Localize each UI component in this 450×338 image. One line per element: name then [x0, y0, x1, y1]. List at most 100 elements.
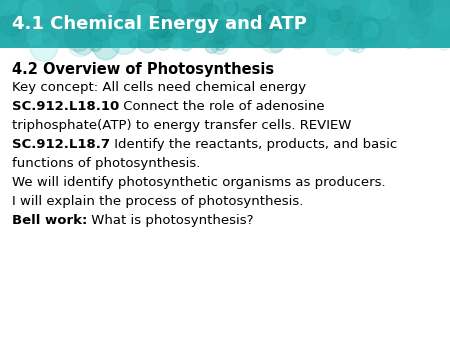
- Circle shape: [270, 13, 276, 19]
- Text: SC.912.L18.10: SC.912.L18.10: [12, 100, 119, 113]
- Circle shape: [0, 0, 10, 18]
- Circle shape: [216, 20, 237, 40]
- Circle shape: [285, 0, 306, 15]
- Circle shape: [136, 0, 159, 13]
- Circle shape: [240, 9, 252, 21]
- Circle shape: [171, 38, 182, 49]
- Circle shape: [108, 11, 118, 22]
- Circle shape: [260, 26, 287, 53]
- Circle shape: [272, 0, 287, 11]
- Circle shape: [153, 26, 170, 44]
- Circle shape: [201, 4, 219, 23]
- Circle shape: [410, 0, 429, 11]
- Circle shape: [311, 7, 337, 33]
- Circle shape: [409, 35, 418, 44]
- Text: functions of photosynthesis.: functions of photosynthesis.: [12, 157, 200, 170]
- Circle shape: [388, 30, 396, 39]
- Text: We will identify photosynthetic organisms as producers.: We will identify photosynthetic organism…: [12, 176, 386, 189]
- Circle shape: [180, 39, 193, 51]
- Text: triphosphate(ATP) to energy transfer cells. REVIEW: triphosphate(ATP) to energy transfer cel…: [12, 119, 351, 132]
- Circle shape: [171, 0, 188, 8]
- Circle shape: [135, 9, 143, 17]
- Text: SC.912.L18.7: SC.912.L18.7: [12, 138, 110, 151]
- Circle shape: [391, 16, 396, 22]
- Circle shape: [292, 0, 304, 6]
- Text: Key concept: All cells need chemical energy: Key concept: All cells need chemical ene…: [12, 81, 306, 94]
- Circle shape: [155, 34, 171, 50]
- Circle shape: [357, 18, 382, 43]
- Circle shape: [353, 41, 364, 53]
- Circle shape: [185, 0, 212, 17]
- Circle shape: [195, 18, 207, 30]
- Circle shape: [350, 23, 375, 48]
- Circle shape: [329, 24, 346, 40]
- Circle shape: [180, 13, 208, 41]
- Circle shape: [152, 9, 179, 37]
- Circle shape: [246, 20, 272, 47]
- Text: 4.2 Overview of Photosynthesis: 4.2 Overview of Photosynthesis: [12, 62, 274, 77]
- Circle shape: [207, 20, 230, 43]
- Text: What is photosynthesis?: What is photosynthesis?: [87, 214, 254, 227]
- Circle shape: [439, 39, 450, 50]
- Circle shape: [265, 10, 279, 24]
- Circle shape: [144, 18, 159, 33]
- Text: Bell work:: Bell work:: [12, 214, 87, 227]
- Circle shape: [129, 4, 156, 31]
- Circle shape: [30, 0, 58, 18]
- Circle shape: [268, 10, 288, 30]
- Circle shape: [270, 39, 283, 52]
- Circle shape: [216, 41, 225, 50]
- Circle shape: [11, 28, 27, 43]
- Circle shape: [433, 7, 450, 28]
- Text: 4.1 Chemical Energy and ATP: 4.1 Chemical Energy and ATP: [12, 15, 307, 33]
- Text: I will explain the process of photosynthesis.: I will explain the process of photosynth…: [12, 195, 303, 208]
- Circle shape: [410, 0, 433, 18]
- Circle shape: [107, 25, 115, 33]
- Circle shape: [38, 25, 51, 38]
- Circle shape: [292, 13, 315, 35]
- Circle shape: [205, 23, 216, 33]
- Circle shape: [92, 33, 119, 60]
- Circle shape: [0, 24, 17, 41]
- Circle shape: [360, 0, 379, 15]
- Circle shape: [363, 22, 378, 37]
- Circle shape: [251, 30, 266, 44]
- Circle shape: [27, 30, 42, 45]
- Circle shape: [82, 5, 101, 23]
- Circle shape: [172, 0, 184, 9]
- Circle shape: [0, 0, 18, 16]
- Circle shape: [22, 0, 43, 20]
- Circle shape: [236, 12, 250, 26]
- Circle shape: [293, 22, 314, 43]
- Circle shape: [337, 6, 355, 24]
- Circle shape: [145, 16, 169, 39]
- Circle shape: [397, 24, 422, 48]
- Circle shape: [129, 39, 139, 48]
- Circle shape: [211, 37, 229, 54]
- Circle shape: [213, 0, 235, 19]
- Circle shape: [224, 10, 247, 34]
- Circle shape: [329, 9, 342, 22]
- Circle shape: [41, 30, 55, 44]
- Circle shape: [137, 32, 158, 53]
- Circle shape: [146, 26, 162, 42]
- Circle shape: [433, 20, 450, 40]
- Circle shape: [311, 9, 333, 31]
- Circle shape: [418, 0, 436, 13]
- Circle shape: [213, 21, 237, 44]
- Circle shape: [87, 14, 114, 41]
- Circle shape: [205, 40, 219, 53]
- Circle shape: [65, 25, 92, 51]
- Circle shape: [30, 33, 58, 61]
- Circle shape: [228, 19, 241, 32]
- Circle shape: [89, 39, 102, 51]
- Circle shape: [346, 22, 363, 39]
- Circle shape: [289, 31, 306, 49]
- Circle shape: [389, 7, 400, 19]
- Circle shape: [163, 1, 177, 15]
- Text: Connect the role of adenosine: Connect the role of adenosine: [119, 100, 325, 113]
- Circle shape: [224, 1, 239, 16]
- Circle shape: [110, 27, 138, 54]
- Circle shape: [141, 30, 151, 41]
- Circle shape: [90, 0, 103, 7]
